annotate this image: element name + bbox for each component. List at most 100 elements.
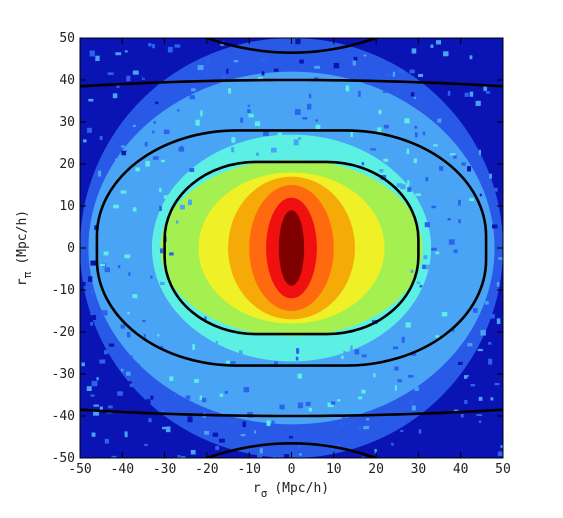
noise-speck (129, 382, 133, 388)
noise-speck (463, 173, 470, 179)
noise-speck (453, 154, 457, 159)
noise-speck (467, 343, 473, 347)
noise-speck (391, 442, 394, 446)
noise-speck (228, 88, 232, 94)
noise-speck (126, 257, 129, 263)
noise-speck (121, 145, 125, 148)
noise-speck (379, 452, 382, 456)
noise-speck (239, 350, 243, 355)
noise-speck (89, 50, 95, 57)
noise-speck (120, 368, 124, 372)
noise-speck (297, 402, 304, 409)
noise-speck (337, 399, 341, 402)
noise-speck (492, 224, 498, 229)
noise-speck (175, 220, 179, 224)
noise-speck (103, 251, 109, 256)
noise-speck (345, 85, 350, 92)
filled-level-8 (278, 210, 305, 286)
noise-speck (296, 348, 300, 354)
noise-speck (302, 117, 308, 120)
noise-speck (153, 156, 159, 160)
noise-speck (490, 397, 494, 401)
noise-speck (207, 140, 213, 145)
noise-speck (265, 398, 269, 405)
noise-speck (157, 334, 160, 337)
noise-speck (266, 420, 271, 426)
noise-speck (479, 193, 482, 197)
noise-speck (467, 166, 472, 172)
noise-speck (163, 129, 170, 135)
noise-speck (392, 346, 399, 350)
noise-speck (333, 377, 336, 382)
noise-speck (392, 71, 396, 77)
noise-speck (378, 109, 382, 115)
noise-speck (425, 176, 429, 182)
y-axis-ticks: -50 -40 -30 -20 -10 0 10 20 30 40 50 (52, 31, 503, 466)
noise-speck (411, 48, 417, 54)
noise-speck (132, 253, 137, 259)
noise-speck (160, 345, 164, 350)
noise-speck (461, 162, 466, 166)
noise-speck (144, 141, 148, 147)
noise-speck (400, 184, 406, 190)
noise-speck (307, 103, 312, 110)
noise-speck (293, 139, 299, 146)
noise-speck (435, 40, 442, 45)
noise-speck (219, 393, 224, 397)
noise-speck (288, 436, 293, 439)
noise-speck (199, 395, 203, 400)
noise-speck (104, 127, 110, 134)
y-tick-label: -30 (52, 367, 75, 382)
y-tick-label: 0 (67, 241, 75, 256)
noise-speck (148, 418, 152, 423)
noise-speck (295, 356, 299, 361)
noise-speck (491, 429, 496, 434)
noise-speck (152, 44, 156, 49)
noise-speck (341, 355, 344, 359)
noise-speck (135, 167, 140, 172)
noise-speck (315, 119, 319, 122)
noise-speck (127, 312, 130, 315)
noise-speck (418, 228, 422, 233)
noise-speck (353, 56, 358, 61)
noise-speck (394, 385, 397, 391)
noise-speck (126, 381, 132, 384)
noise-speck (243, 387, 250, 393)
noise-speck (116, 84, 120, 88)
noise-speck (260, 58, 267, 61)
noise-speck (465, 61, 472, 64)
noise-speck (188, 199, 192, 206)
noise-speck (496, 318, 501, 325)
noise-speck (354, 349, 360, 355)
noise-speck (119, 419, 126, 423)
noise-speck (107, 72, 114, 75)
noise-speck (320, 367, 326, 372)
noise-speck (254, 430, 257, 434)
noise-speck (498, 257, 503, 260)
noise-speck (111, 455, 117, 458)
noise-speck (82, 139, 87, 143)
noise-speck (373, 373, 376, 378)
noise-speck (142, 319, 146, 323)
noise-speck (404, 118, 410, 124)
noise-speck (126, 75, 131, 82)
noise-speck (472, 308, 478, 313)
noise-speck (453, 249, 458, 254)
noise-speck (463, 236, 466, 242)
noise-speck (204, 316, 207, 322)
noise-speck (475, 100, 481, 106)
noise-speck (233, 59, 239, 63)
x-axis-label-sub: σ (261, 487, 268, 500)
noise-speck (466, 449, 471, 453)
noise-speck (350, 131, 353, 138)
noise-speck (247, 104, 251, 107)
noise-speck (279, 404, 285, 410)
noise-speck (470, 383, 476, 387)
noise-speck (363, 426, 370, 430)
noise-speck (150, 395, 154, 400)
noise-speck (456, 445, 461, 451)
noise-speck (483, 84, 488, 91)
noise-speck (86, 386, 92, 392)
noise-speck (93, 410, 99, 416)
noise-speck (478, 149, 482, 156)
